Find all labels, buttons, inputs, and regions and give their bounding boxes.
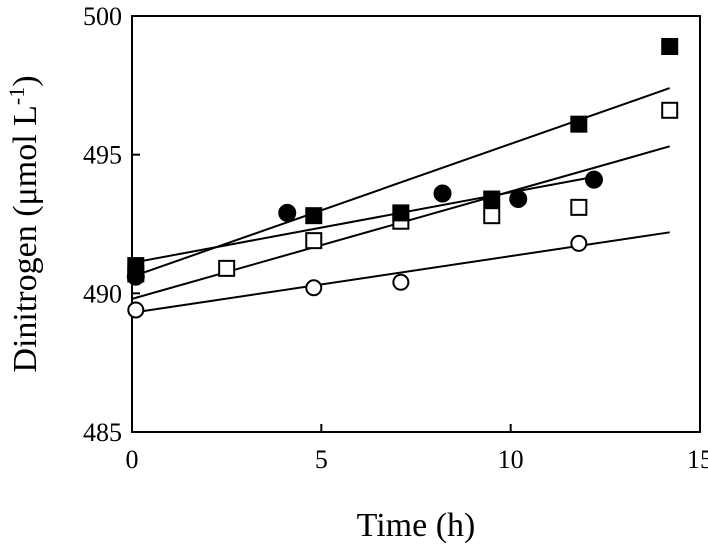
data-point-filled-circle [509, 190, 528, 209]
plot-frame [131, 15, 701, 433]
data-point-open-circle [570, 234, 588, 252]
data-point-filled-circle [584, 170, 603, 189]
y-axis-title-tail: ) [7, 75, 44, 86]
data-point-open-circle [305, 279, 323, 297]
y-tick-label: 490 [83, 279, 122, 308]
data-point-open-square [305, 232, 323, 250]
data-point-open-circle [127, 301, 145, 319]
data-point-filled-square [483, 190, 501, 208]
data-point-open-square [218, 259, 236, 277]
regression-line [131, 175, 595, 264]
x-axis-title: Time (h) [357, 507, 476, 544]
x-tick-label: 10 [498, 445, 524, 474]
y-axis-title-main: Dinitrogen (μmol L [7, 105, 44, 373]
data-point-open-square [483, 207, 501, 225]
y-tick-label: 495 [83, 141, 122, 170]
data-point-filled-square [661, 38, 679, 56]
x-tick-label: 0 [126, 445, 139, 474]
plot-border [131, 15, 701, 433]
data-point-filled-square [570, 115, 588, 133]
y-axis-title: Dinitrogen (μmol L-1) [4, 75, 45, 372]
y-tick-label: 485 [83, 418, 122, 447]
data-point-filled-square [127, 257, 145, 275]
data-point-filled-square [305, 207, 323, 225]
regression-line [131, 231, 670, 314]
data-point-filled-square [392, 204, 410, 222]
data-markers [126, 38, 679, 319]
y-tick-label: 500 [83, 2, 122, 31]
y-axis-title-superscript: -1 [4, 87, 29, 105]
axis-ticks: 0 5 10 15 485 490 495 500 [83, 2, 708, 474]
data-point-open-circle [392, 273, 410, 291]
x-tick-label: 15 [687, 445, 708, 474]
data-point-open-square [661, 101, 679, 119]
data-point-filled-circle [278, 203, 297, 222]
x-tick-label: 5 [315, 445, 328, 474]
data-point-filled-circle [433, 184, 452, 203]
data-point-open-square [570, 198, 588, 216]
